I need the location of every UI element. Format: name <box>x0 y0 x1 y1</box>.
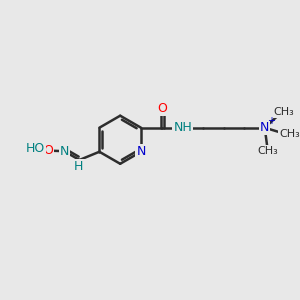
Text: NH: NH <box>173 121 192 134</box>
Text: H: H <box>74 160 83 173</box>
Text: CH₃: CH₃ <box>274 107 294 117</box>
Text: CH₃: CH₃ <box>257 146 278 156</box>
Text: O: O <box>43 143 53 157</box>
Text: O: O <box>157 102 167 115</box>
Text: CH₃: CH₃ <box>279 129 300 139</box>
Text: N: N <box>260 121 269 134</box>
Text: +: + <box>267 116 274 126</box>
Text: N: N <box>59 145 69 158</box>
Text: N: N <box>136 145 146 158</box>
Text: HO: HO <box>25 142 44 155</box>
